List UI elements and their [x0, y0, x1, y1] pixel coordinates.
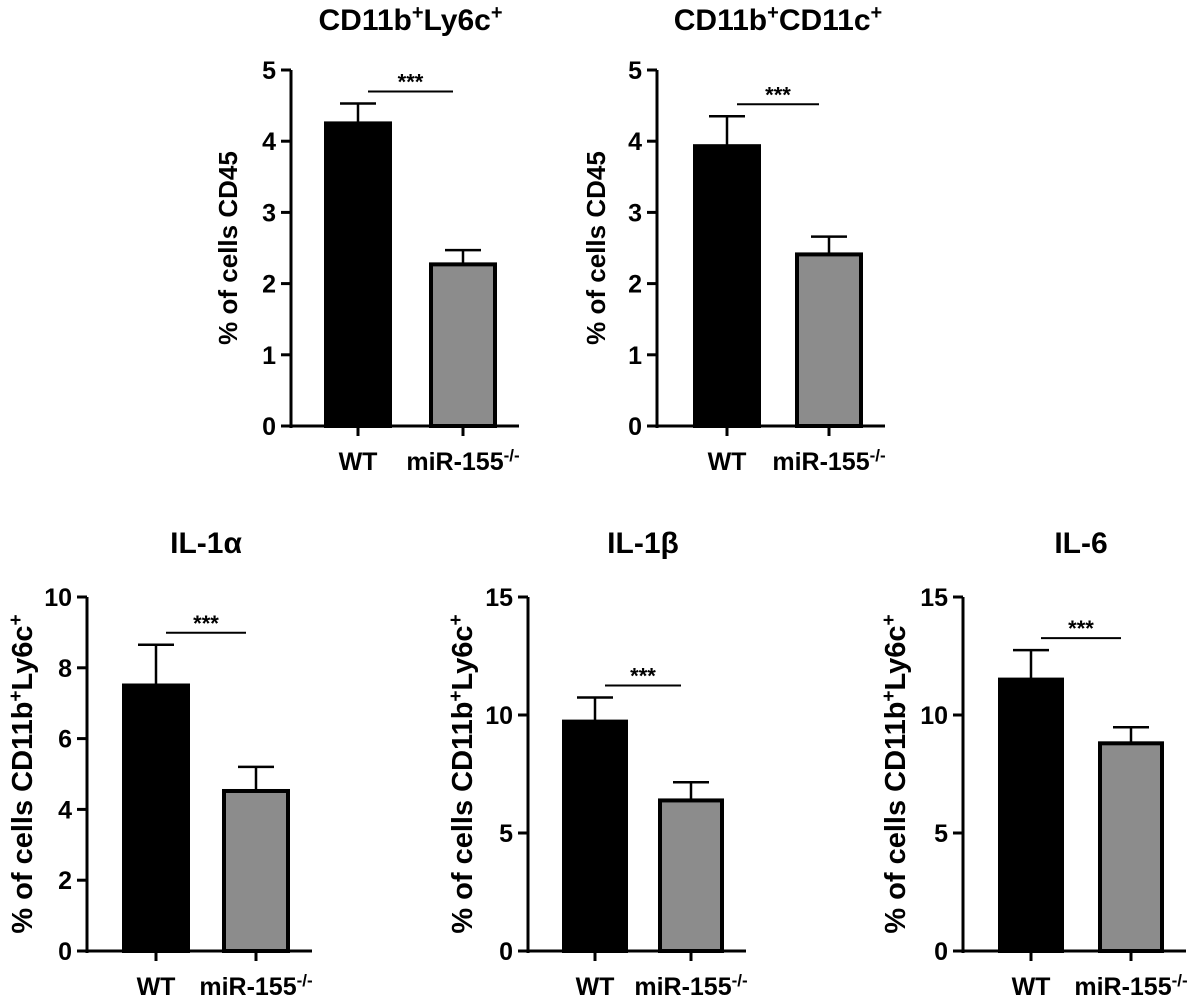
y-tick-label: 0 — [262, 413, 276, 441]
chart-panel-3: IL-1α % of cells CD11b+Ly6c+ 0 2 4 6 8 10 WT miR-… — [6, 527, 313, 996]
y-tick-label: 0 — [499, 938, 513, 966]
bar-wt — [562, 719, 628, 953]
y-tick-label: 5 — [499, 820, 513, 848]
chart-panel-2: CD11b+CD11c+ % of cells CD45 0 1 2 3 4 5 WT miR-1… — [581, 2, 886, 476]
x-tick-label: miR-155-/- — [634, 971, 747, 996]
y-axis-label: % of cells CD11b+Ly6c+ — [6, 614, 40, 933]
y-tick-label: 8 — [58, 655, 72, 683]
chart-title: CD11b+Ly6c+ — [318, 2, 502, 37]
y-tick-label: 5 — [628, 57, 642, 85]
chart-panel-1: CD11b+Ly6c+ % of cells CD45 0 1 2 3 4 5 WT miR-15… — [213, 2, 520, 476]
x-tick-label: miR-155-/- — [772, 446, 885, 477]
bar-wt — [324, 121, 392, 429]
y-tick-label: 10 — [920, 702, 948, 730]
y-tick-label: 5 — [934, 820, 948, 848]
bar-mir155-ko — [795, 252, 863, 428]
chart-panel-5: IL-6 % of cells CD11b+Ly6c+ 0 5 10 15 WT miR-15… — [879, 527, 1188, 996]
y-tick-label: 5 — [262, 57, 276, 85]
y-axis-label: % of cells CD11b+Ly6c+ — [879, 614, 913, 933]
y-tick-label: 0 — [934, 938, 948, 966]
bar-wt — [122, 683, 190, 953]
y-tick-label: 3 — [262, 199, 276, 227]
chart-title: IL-6 — [1054, 527, 1107, 560]
y-axis-label: % of cells CD45 — [581, 151, 611, 345]
y-axis-label: % of cells CD11b+Ly6c+ — [446, 614, 480, 933]
y-tick-label: 4 — [628, 128, 642, 156]
y-tick-label: 2 — [628, 271, 642, 299]
x-tick-label: WT — [137, 973, 176, 996]
x-tick-label: miR-155-/- — [406, 446, 519, 477]
y-tick-label: 0 — [58, 938, 72, 966]
y-tick-label: 1 — [262, 342, 276, 370]
bar-wt — [998, 677, 1064, 953]
y-tick-label: 1 — [628, 342, 642, 370]
bar-wt — [693, 144, 761, 429]
bar-mir155-ko — [658, 798, 724, 953]
chart-title: IL-1β — [607, 527, 679, 560]
chart-title: IL-1α — [170, 527, 242, 560]
significance-label: *** — [1068, 616, 1094, 641]
y-tick-label: 15 — [485, 584, 513, 612]
y-tick-label: 15 — [920, 584, 948, 612]
x-tick-label: WT — [1012, 973, 1051, 996]
chart-panel-4: IL-1β % of cells CD11b+Ly6c+ 0 5 10 15 WT miR-1… — [446, 527, 748, 996]
chart-title: CD11b+CD11c+ — [674, 2, 882, 37]
x-tick-label: WT — [708, 448, 747, 476]
y-tick-label: 3 — [628, 199, 642, 227]
y-axis-label: % of cells CD45 — [213, 151, 243, 345]
bar-mir155-ko — [222, 788, 290, 953]
y-tick-label: 4 — [58, 796, 72, 824]
x-tick-label: miR-155-/- — [199, 971, 312, 996]
y-tick-label: 4 — [262, 128, 276, 156]
bar-mir155-ko — [1098, 741, 1164, 953]
y-tick-label: 6 — [58, 726, 72, 754]
significance-label: *** — [630, 664, 656, 689]
y-tick-label: 2 — [58, 867, 72, 895]
x-tick-label: WT — [339, 448, 378, 476]
y-tick-label: 0 — [628, 413, 642, 441]
y-tick-label: 10 — [485, 702, 513, 730]
significance-label: *** — [193, 611, 219, 636]
y-tick-label: 2 — [262, 271, 276, 299]
bar-mir155-ko — [429, 262, 497, 428]
significance-label: *** — [398, 69, 424, 94]
y-tick-label: 10 — [44, 584, 72, 612]
x-tick-label: WT — [576, 973, 615, 996]
x-tick-label: miR-155-/- — [1074, 971, 1187, 996]
significance-label: *** — [765, 82, 791, 107]
